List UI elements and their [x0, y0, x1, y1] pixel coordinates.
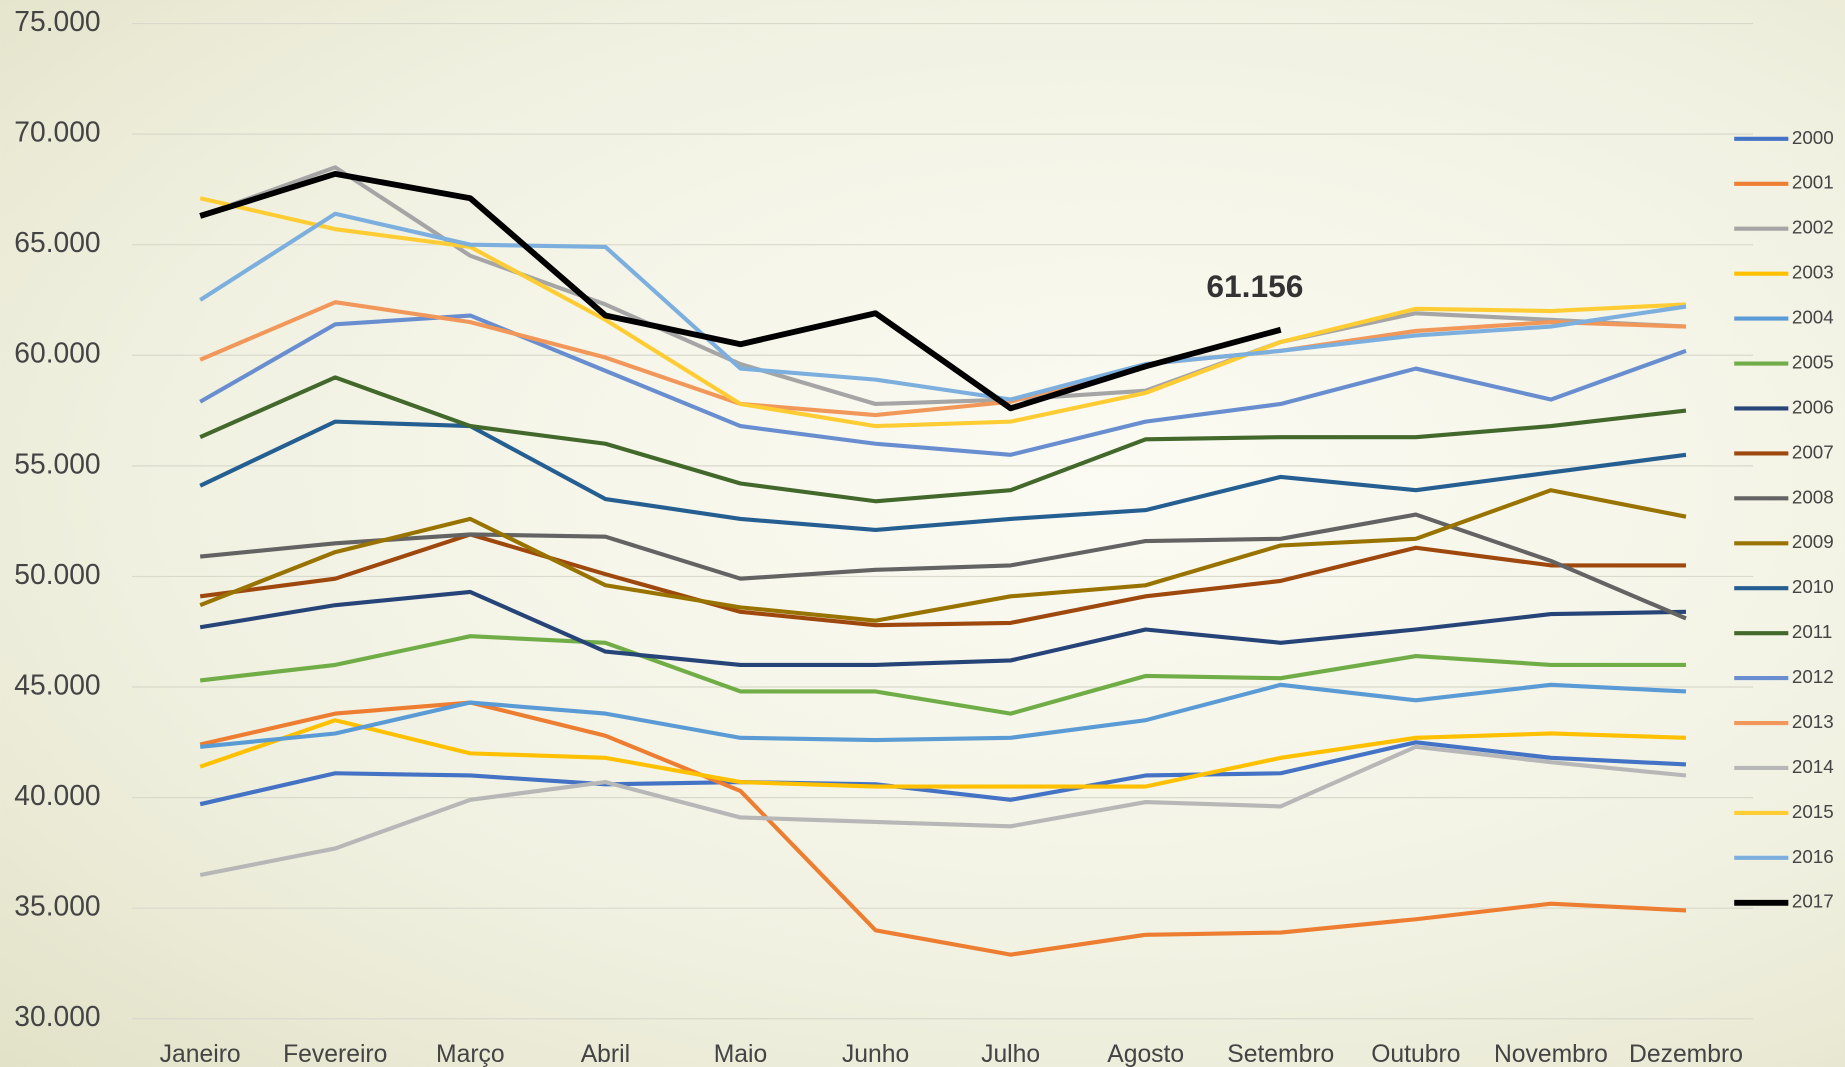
legend-label: 2017	[1792, 891, 1834, 912]
series-line	[199, 682, 1687, 749]
x-tick-label: Dezembro	[1629, 1041, 1743, 1067]
legend-label: 2009	[1792, 531, 1834, 552]
legend-label: 2015	[1792, 801, 1834, 822]
series-line	[199, 196, 1687, 429]
x-tick-label: Agosto	[1107, 1041, 1184, 1067]
series-line	[199, 488, 1687, 623]
x-tick-label: Janeiro	[160, 1041, 241, 1067]
series-line	[199, 589, 1687, 667]
legend-label: 2006	[1792, 396, 1834, 417]
y-tick-label: 35.000	[14, 890, 100, 922]
x-tick-label: Novembro	[1494, 1041, 1608, 1067]
y-tick-label: 60.000	[14, 337, 100, 369]
series-line	[199, 740, 1687, 807]
series-line	[199, 211, 1687, 402]
y-tick-label: 65.000	[14, 226, 100, 258]
x-tick-label: Junho	[842, 1041, 909, 1067]
y-tick-label: 50.000	[14, 558, 100, 590]
series-line	[199, 375, 1687, 504]
series-line	[199, 718, 1687, 789]
series-line	[199, 165, 1687, 407]
legend-label: 2011	[1792, 621, 1832, 642]
legend-label: 2010	[1792, 576, 1834, 597]
x-tick-label: Maio	[714, 1041, 768, 1067]
x-tick-label: Abril	[581, 1041, 630, 1067]
legend-label: 2005	[1792, 351, 1834, 372]
x-tick-label: Fevereiro	[283, 1041, 387, 1067]
series-line	[199, 700, 1687, 957]
y-tick-label: 40.000	[14, 779, 100, 811]
x-tick-label: Outubro	[1371, 1041, 1460, 1067]
legend-label: 2008	[1792, 486, 1834, 507]
x-tick-label: Março	[436, 1041, 505, 1067]
y-tick-label: 45.000	[14, 668, 100, 700]
legend-label: 2003	[1792, 262, 1834, 283]
series-line	[199, 532, 1686, 628]
x-tick-label: Julho	[981, 1041, 1040, 1067]
legend-label: 2012	[1792, 666, 1834, 687]
y-tick-label: 30.000	[14, 1000, 100, 1032]
legend-label: 2000	[1792, 127, 1834, 148]
legend-label: 2004	[1792, 307, 1834, 328]
series-line	[199, 300, 1687, 418]
y-tick-label: 55.000	[14, 447, 100, 479]
legend-label: 2001	[1792, 172, 1834, 193]
series-line	[199, 512, 1687, 621]
data-label: 61.156	[1206, 268, 1303, 304]
series-line	[199, 744, 1687, 878]
series-line	[199, 419, 1687, 533]
series-line	[199, 634, 1686, 716]
y-tick-label: 70.000	[14, 116, 100, 148]
legend-label: 2014	[1792, 756, 1834, 777]
series-line	[199, 170, 1282, 412]
legend-label: 2007	[1792, 441, 1834, 462]
legend-label: 2016	[1792, 846, 1834, 867]
x-tick-label: Setembro	[1227, 1041, 1334, 1067]
y-tick-label: 75.000	[14, 5, 100, 37]
legend-label: 2013	[1792, 711, 1834, 732]
legend-label: 2002	[1792, 217, 1834, 238]
